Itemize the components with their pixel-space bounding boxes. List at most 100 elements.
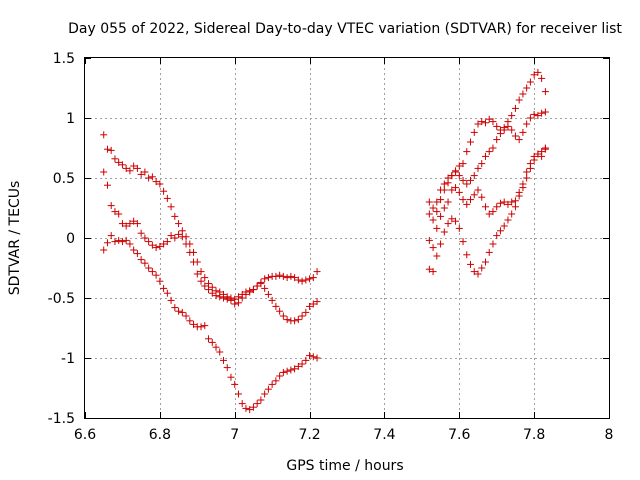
data-point-receiver-b — [197, 277, 205, 285]
data-point-receiver-d — [467, 138, 475, 146]
data-point-receiver-b — [190, 258, 198, 266]
data-point-receiver-c — [227, 373, 235, 381]
data-point-receiver-b — [175, 230, 183, 238]
data-point-receiver-b — [279, 312, 287, 320]
data-point-receiver-f — [463, 251, 471, 259]
data-point-receiver-a — [294, 276, 302, 284]
data-point-receiver-a — [264, 274, 272, 282]
data-point-receiver-a — [178, 227, 186, 235]
data-point-receiver-b — [118, 220, 126, 228]
data-point-receiver-a — [171, 212, 179, 220]
data-point-receiver-a — [141, 168, 149, 176]
data-point-receiver-c — [152, 271, 160, 279]
data-point-receiver-g — [530, 152, 538, 160]
data-point-receiver-c — [133, 250, 141, 258]
data-point-receiver-f — [508, 210, 516, 218]
data-point-receiver-a — [302, 276, 310, 284]
data-point-receiver-b — [216, 293, 224, 301]
data-point-receiver-c — [171, 304, 179, 312]
data-point-receiver-g — [433, 224, 441, 232]
data-point-receiver-b — [298, 312, 306, 320]
data-point-receiver-a — [283, 274, 291, 282]
data-point-receiver-e — [448, 172, 456, 180]
data-point-receiver-a — [208, 283, 216, 291]
data-point-receiver-f — [523, 174, 531, 182]
data-point-receiver-g — [478, 193, 486, 201]
data-point-receiver-a — [197, 268, 205, 276]
data-point-receiver-a — [148, 173, 156, 181]
grid-lines — [85, 58, 609, 418]
data-point-receiver-g — [526, 160, 534, 168]
data-point-receiver-b — [100, 168, 108, 176]
data-point-receiver-g — [463, 200, 471, 208]
data-point-receiver-a — [133, 164, 141, 172]
data-point-receiver-g — [493, 203, 501, 211]
data-point-receiver-a — [167, 203, 175, 211]
data-point-receiver-b — [302, 308, 310, 316]
data-point-receiver-b — [115, 210, 123, 218]
data-point-receiver-c — [126, 240, 134, 248]
data-point-receiver-d — [478, 118, 486, 126]
data-point-receiver-a — [313, 268, 321, 276]
data-point-receiver-c — [272, 377, 280, 385]
data-point-receiver-e — [440, 186, 448, 194]
data-point-receiver-d — [429, 204, 437, 212]
data-point-receiver-e — [425, 210, 433, 218]
data-point-receiver-c — [160, 284, 168, 292]
data-point-receiver-f — [511, 203, 519, 211]
data-point-receiver-d — [481, 119, 489, 127]
data-point-receiver-f — [425, 265, 433, 273]
data-point-receiver-a — [111, 155, 119, 163]
data-point-receiver-b — [137, 229, 145, 237]
data-point-receiver-c — [291, 365, 299, 373]
data-point-receiver-e — [478, 160, 486, 168]
data-point-receiver-c — [148, 268, 156, 276]
data-point-receiver-c — [145, 264, 153, 272]
data-point-receiver-e — [515, 136, 523, 144]
data-point-receiver-e — [474, 164, 482, 172]
data-point-receiver-a — [152, 178, 160, 186]
data-point-receiver-g — [534, 150, 542, 158]
data-point-receiver-c — [302, 356, 310, 364]
data-point-receiver-c — [115, 236, 123, 244]
data-point-receiver-e — [463, 180, 471, 188]
data-point-receiver-a — [130, 162, 138, 170]
data-point-receiver-c — [276, 372, 284, 380]
data-point-receiver-f — [489, 240, 497, 248]
data-point-receiver-b — [160, 240, 168, 248]
data-point-receiver-c — [178, 308, 186, 316]
x-tick-label: 7.6 — [448, 427, 470, 443]
data-point-receiver-a — [160, 187, 168, 195]
data-point-receiver-g — [467, 196, 475, 204]
data-point-receiver-e — [470, 172, 478, 180]
data-point-receiver-e — [429, 216, 437, 224]
plot-frame — [84, 57, 610, 419]
data-point-receiver-g — [504, 200, 512, 208]
data-point-receiver-b — [294, 316, 302, 324]
data-point-receiver-e — [496, 130, 504, 138]
data-point-receiver-b — [246, 288, 254, 296]
data-point-receiver-b — [126, 220, 134, 228]
data-point-receiver-e — [534, 112, 542, 120]
data-point-receiver-d — [526, 78, 534, 86]
x-tick-label: 6.6 — [74, 427, 96, 443]
data-point-receiver-f — [437, 240, 445, 248]
data-point-receiver-d — [508, 112, 516, 120]
x-tick-label: 7.4 — [373, 427, 395, 443]
data-point-receiver-f — [493, 232, 501, 240]
data-point-receiver-b — [122, 222, 130, 230]
data-point-receiver-c — [186, 317, 194, 325]
data-point-receiver-c — [261, 390, 269, 398]
data-point-receiver-c — [137, 256, 145, 264]
data-point-receiver-e — [530, 110, 538, 118]
data-point-receiver-a — [261, 275, 269, 283]
data-point-receiver-f — [481, 258, 489, 266]
data-point-receiver-e — [523, 120, 531, 128]
y-tick-label: 1 — [66, 111, 75, 127]
data-point-receiver-f — [429, 268, 437, 276]
data-point-receiver-b — [103, 181, 111, 189]
data-point-receiver-c — [141, 259, 149, 267]
data-point-receiver-a — [156, 180, 164, 188]
data-point-receiver-b — [268, 296, 276, 304]
data-point-receiver-b — [182, 240, 190, 248]
